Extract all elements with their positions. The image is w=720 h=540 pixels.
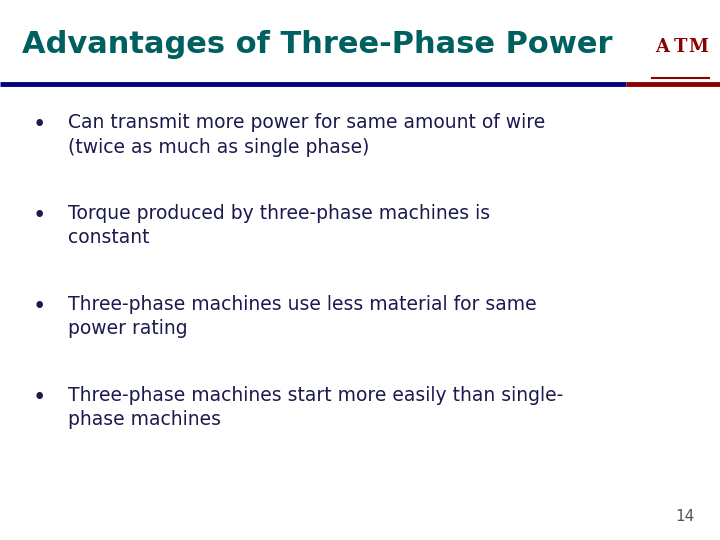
Text: M: M: [688, 38, 708, 56]
Text: •: •: [33, 386, 46, 409]
Text: Three-phase machines start more easily than single-
phase machines: Three-phase machines start more easily t…: [68, 386, 564, 429]
Text: 14: 14: [675, 509, 695, 524]
Text: Three-phase machines use less material for same
power rating: Three-phase machines use less material f…: [68, 295, 537, 338]
Text: T: T: [674, 38, 687, 56]
Text: A: A: [655, 38, 670, 56]
Text: Torque produced by three-phase machines is
constant: Torque produced by three-phase machines …: [68, 204, 490, 247]
Text: •: •: [33, 295, 46, 318]
Text: Advantages of Three-Phase Power: Advantages of Three-Phase Power: [22, 30, 612, 59]
Text: •: •: [33, 204, 46, 227]
Text: •: •: [33, 113, 46, 137]
Text: Can transmit more power for same amount of wire
(twice as much as single phase): Can transmit more power for same amount …: [68, 113, 546, 157]
